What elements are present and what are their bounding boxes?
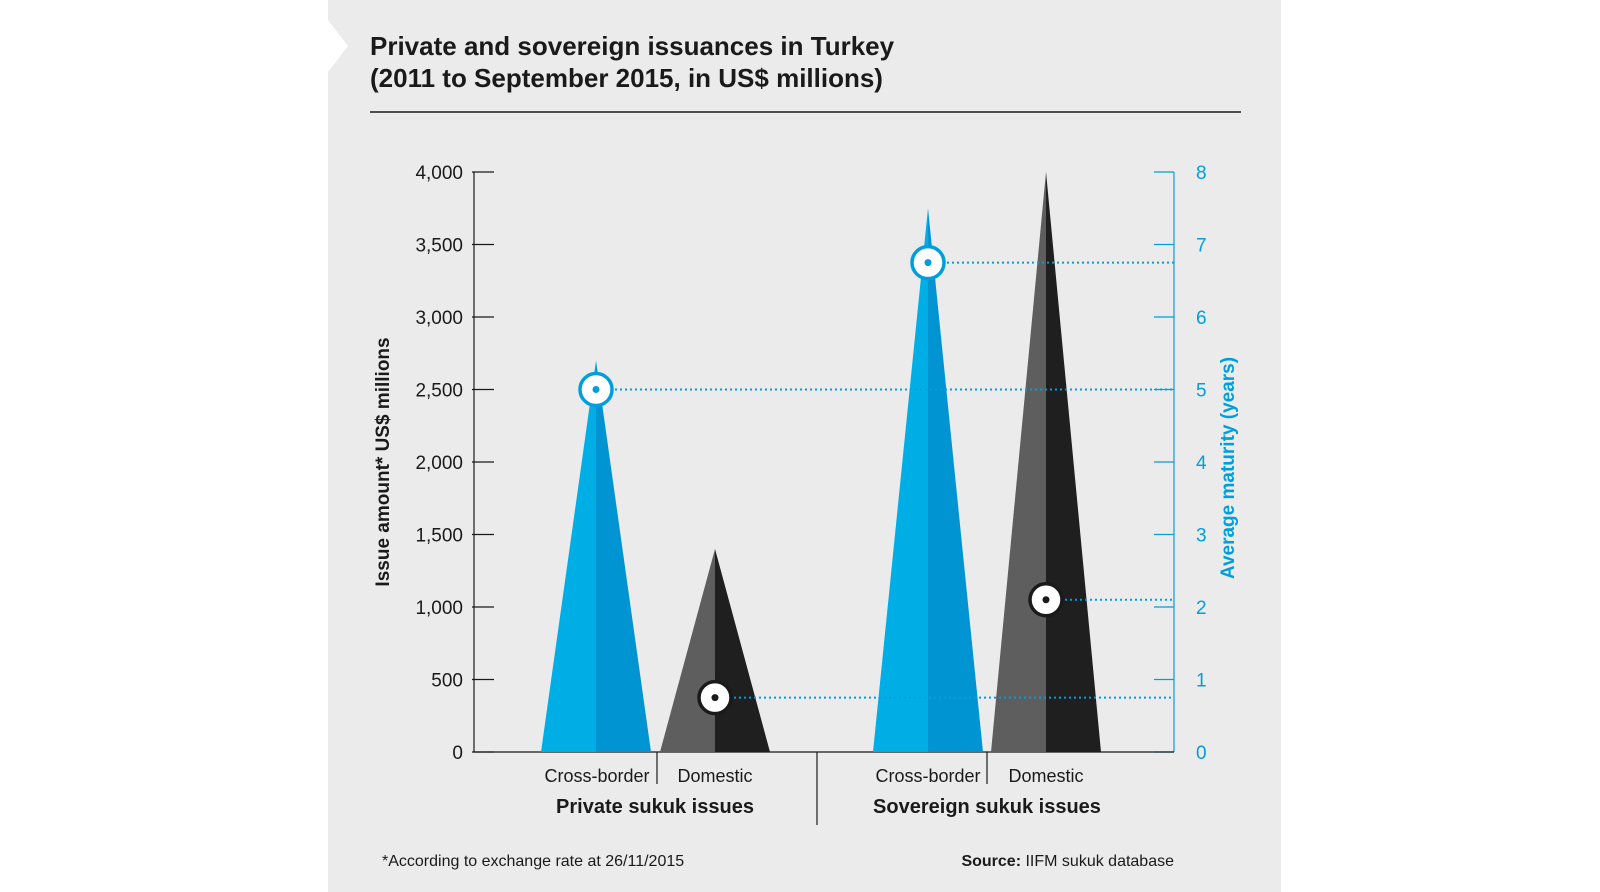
group-label: Private sukuk issues: [556, 796, 754, 818]
footnote: *According to exchange rate at 26/11/201…: [382, 853, 685, 870]
left-tick-label: 3,500: [415, 236, 463, 257]
spike-left-face: [873, 208, 928, 752]
right-tick-label: 1: [1196, 671, 1207, 692]
left-axis-title: Issue amount* US$ millions: [373, 337, 394, 586]
spike-left-face: [660, 549, 715, 752]
spike-right-face: [715, 549, 770, 752]
spike-right-face: [596, 360, 651, 752]
maturity-marker-dot: [711, 694, 719, 702]
chart-panel: [328, 0, 1281, 892]
category-label: Domestic: [677, 766, 752, 786]
right-tick-label: 2: [1196, 598, 1207, 619]
maturity-marker-dot: [924, 259, 932, 267]
spike-right-face: [1046, 172, 1101, 752]
source-label: Source:: [961, 853, 1022, 870]
title-line-2: (2011 to September 2015, in US$ millions…: [370, 63, 883, 93]
source-note: Source: IIFM sukuk database: [961, 853, 1174, 871]
left-tick-label: 4,000: [415, 163, 463, 184]
maturity-marker-dot: [1042, 596, 1050, 604]
right-tick-label: 4: [1196, 453, 1207, 474]
right-tick-label: 8: [1196, 163, 1207, 184]
left-tick-label: 3,000: [415, 308, 463, 329]
group-label: Sovereign sukuk issues: [873, 796, 1101, 818]
category-label: Cross-border: [875, 766, 980, 786]
source-text: IIFM sukuk database: [1025, 853, 1174, 870]
maturity-marker-dot: [592, 386, 600, 393]
right-axis-title: Average maturity (years): [1218, 357, 1239, 579]
right-tick-label: 5: [1196, 381, 1207, 402]
left-tick-label: 500: [431, 671, 463, 692]
panel-notch: [328, 20, 348, 72]
right-tick-label: 6: [1196, 308, 1207, 329]
category-label: Domestic: [1008, 766, 1083, 786]
spike-left-face: [541, 360, 596, 752]
right-tick-label: 3: [1196, 526, 1207, 547]
chart-title: Private and sovereign issuances in Turke…: [370, 30, 1250, 94]
spike-left-face: [991, 172, 1046, 752]
left-tick-label: 2,500: [415, 381, 463, 402]
left-tick-label: 1,500: [415, 526, 463, 547]
right-tick-label: 0: [1196, 743, 1207, 764]
left-tick-label: 0: [452, 743, 463, 764]
category-label: Cross-border: [544, 766, 649, 786]
left-tick-label: 1,000: [415, 598, 463, 619]
title-line-1: Private and sovereign issuances in Turke…: [370, 31, 895, 61]
spike-right-face: [928, 208, 983, 752]
right-tick-label: 7: [1196, 236, 1207, 257]
left-tick-label: 2,000: [415, 453, 463, 474]
